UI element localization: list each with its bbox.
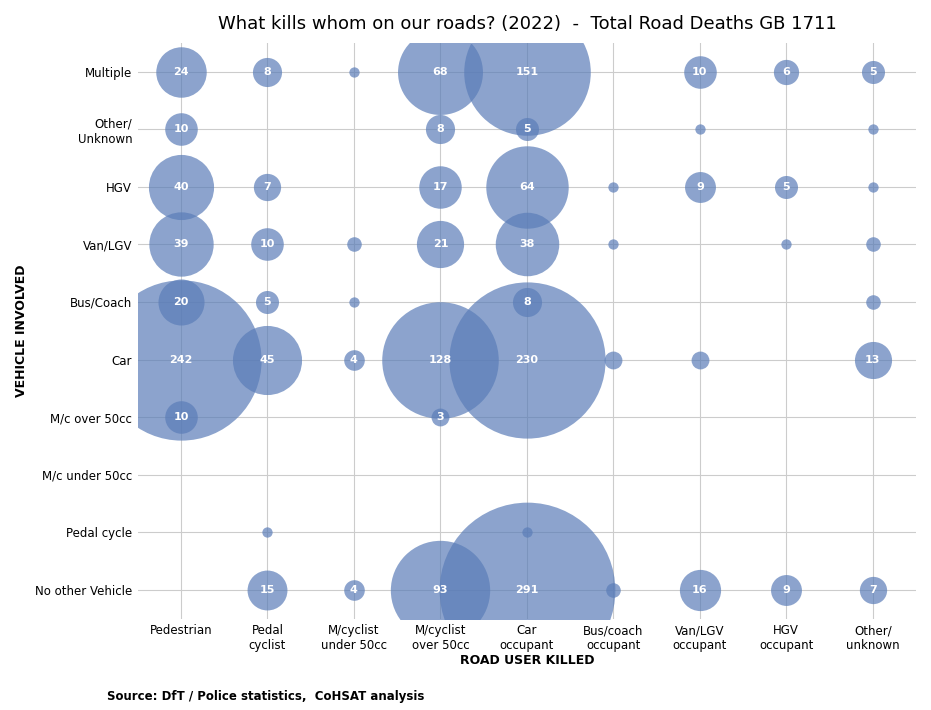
Point [173, 124, 188, 135]
Text: 10: 10 [173, 412, 189, 422]
Point [779, 584, 794, 596]
Text: 3: 3 [437, 412, 444, 422]
Point [173, 354, 188, 365]
Point [519, 584, 534, 596]
Text: 8: 8 [263, 67, 271, 77]
Point [433, 124, 448, 135]
Point [865, 239, 880, 250]
Point [519, 296, 534, 307]
Point [260, 296, 275, 307]
Title: What kills whom on our roads? (2022)  -  Total Road Deaths GB 1711: What kills whom on our roads? (2022) - T… [218, 15, 836, 33]
Point [346, 296, 361, 307]
Point [260, 181, 275, 192]
Point [260, 527, 275, 538]
Point [693, 181, 708, 192]
Text: 64: 64 [519, 182, 534, 192]
Text: 15: 15 [260, 585, 276, 595]
Point [346, 584, 361, 596]
Text: 93: 93 [433, 585, 448, 595]
Text: 10: 10 [692, 67, 708, 77]
Point [606, 181, 621, 192]
Point [606, 239, 621, 250]
Point [433, 181, 448, 192]
Point [693, 124, 708, 135]
Point [260, 584, 275, 596]
Point [260, 354, 275, 365]
X-axis label: ROAD USER KILLED: ROAD USER KILLED [460, 654, 594, 667]
Point [865, 584, 880, 596]
Text: 39: 39 [173, 239, 189, 249]
Text: 10: 10 [173, 124, 189, 134]
Point [779, 181, 794, 192]
Text: 13: 13 [865, 354, 881, 364]
Text: 5: 5 [523, 124, 531, 134]
Point [433, 354, 448, 365]
Point [173, 296, 188, 307]
Text: 6: 6 [782, 67, 790, 77]
Point [865, 181, 880, 192]
Text: 8: 8 [437, 124, 444, 134]
Text: 45: 45 [260, 354, 276, 364]
Text: 242: 242 [169, 354, 193, 364]
Point [519, 354, 534, 365]
Text: 4: 4 [350, 585, 358, 595]
Text: 9: 9 [695, 182, 704, 192]
Point [173, 239, 188, 250]
Text: 5: 5 [782, 182, 790, 192]
Point [260, 239, 275, 250]
Point [693, 584, 708, 596]
Point [260, 66, 275, 77]
Text: Source: DfT / Police statistics,  CoHSAT analysis: Source: DfT / Police statistics, CoHSAT … [107, 690, 425, 703]
Point [346, 66, 361, 77]
Point [865, 296, 880, 307]
Point [693, 66, 708, 77]
Point [865, 124, 880, 135]
Text: 17: 17 [433, 182, 448, 192]
Point [519, 181, 534, 192]
Y-axis label: VEHICLE INVOLVED: VEHICLE INVOLVED [15, 265, 28, 397]
Point [519, 124, 534, 135]
Text: 5: 5 [869, 67, 877, 77]
Point [519, 66, 534, 77]
Point [346, 354, 361, 365]
Text: 151: 151 [516, 67, 538, 77]
Point [606, 584, 621, 596]
Point [173, 66, 188, 77]
Text: 40: 40 [173, 182, 189, 192]
Point [346, 239, 361, 250]
Text: 24: 24 [173, 67, 189, 77]
Text: 230: 230 [516, 354, 538, 364]
Point [173, 181, 188, 192]
Point [173, 412, 188, 423]
Text: 4: 4 [350, 354, 358, 364]
Text: 16: 16 [692, 585, 708, 595]
Text: 7: 7 [263, 182, 271, 192]
Text: 291: 291 [515, 585, 538, 595]
Text: 38: 38 [519, 239, 534, 249]
Text: 7: 7 [869, 585, 877, 595]
Point [433, 584, 448, 596]
Point [519, 239, 534, 250]
Point [779, 239, 794, 250]
Point [519, 527, 534, 538]
Text: 21: 21 [433, 239, 448, 249]
Text: 9: 9 [782, 585, 790, 595]
Point [779, 66, 794, 77]
Point [433, 412, 448, 423]
Point [865, 66, 880, 77]
Point [606, 354, 621, 365]
Point [693, 354, 708, 365]
Point [865, 354, 880, 365]
Text: 5: 5 [263, 297, 271, 307]
Point [433, 66, 448, 77]
Text: 128: 128 [429, 354, 452, 364]
Text: 68: 68 [433, 67, 448, 77]
Text: 10: 10 [260, 239, 276, 249]
Point [433, 239, 448, 250]
Text: 20: 20 [173, 297, 189, 307]
Text: 8: 8 [523, 297, 531, 307]
